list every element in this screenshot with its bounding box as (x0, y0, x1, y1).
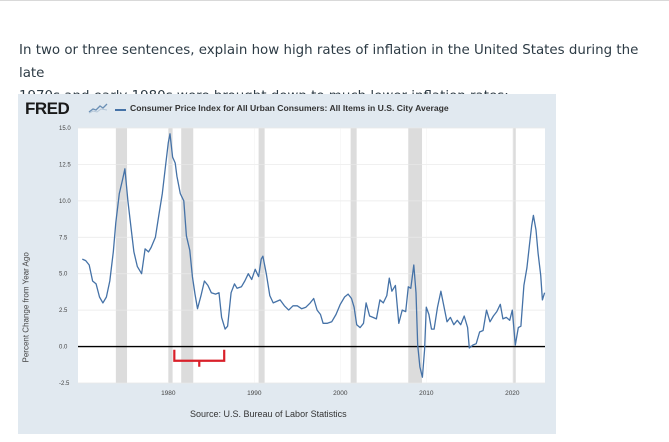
plot-area: -2.5 0.0 2.5 5.0 7.5 10.0 12.5 15.0 1980 1990 200… (59, 126, 546, 397)
gridlines (78, 127, 545, 384)
fred-logo: FRED (25, 99, 70, 118)
recession-band-3 (258, 128, 265, 383)
cpi-series-line (82, 133, 546, 378)
x-tick-label: 1990 (247, 390, 262, 397)
red-bracket-annotation (173, 349, 226, 367)
recession-band-6 (513, 128, 516, 383)
y-tick-label: 10.0 (59, 199, 71, 205)
y-axis-label: Percent Change from Year Ago (21, 252, 31, 363)
y-axis-ticks: -2.5 0.0 2.5 5.0 7.5 10.0 12.5 15.0 (59, 126, 71, 387)
y-tick-label: 2.5 (59, 308, 68, 314)
chart-title: Consumer Price Index for All Urban Consu… (130, 103, 449, 113)
recession-shading (115, 128, 516, 383)
source-note: Source: U.S. Bureau of Labor Statistics (190, 409, 347, 419)
recession-band-2 (181, 128, 194, 383)
plot-background (78, 128, 545, 383)
y-tick-label: -2.5 (59, 381, 70, 387)
fred-sparkline-icon (88, 102, 108, 114)
x-tick-label: 2010 (419, 390, 434, 397)
recession-band-1 (168, 128, 173, 383)
recession-band-0 (115, 128, 128, 383)
y-tick-label: 0.0 (59, 345, 68, 351)
recession-band-5 (408, 128, 423, 383)
x-tick-label: 2000 (333, 390, 348, 397)
question-line-1: In two or three sentences, explain how h… (19, 43, 639, 81)
fred-chart: FRED Consumer Price Index for All Urban … (18, 94, 556, 434)
x-axis-ticks: 1980 1990 2000 2010 2020 (161, 390, 520, 397)
x-tick-label: 1980 (161, 390, 176, 397)
y-tick-label: 12.5 (59, 162, 71, 168)
recession-band-4 (350, 128, 357, 383)
top-divider (0, 0, 669, 1)
y-tick-label: 15.0 (59, 126, 71, 132)
y-tick-label: 5.0 (59, 272, 68, 278)
y-tick-label: 7.5 (59, 235, 68, 241)
legend-line-icon (115, 109, 126, 111)
x-tick-label: 2020 (505, 390, 520, 397)
